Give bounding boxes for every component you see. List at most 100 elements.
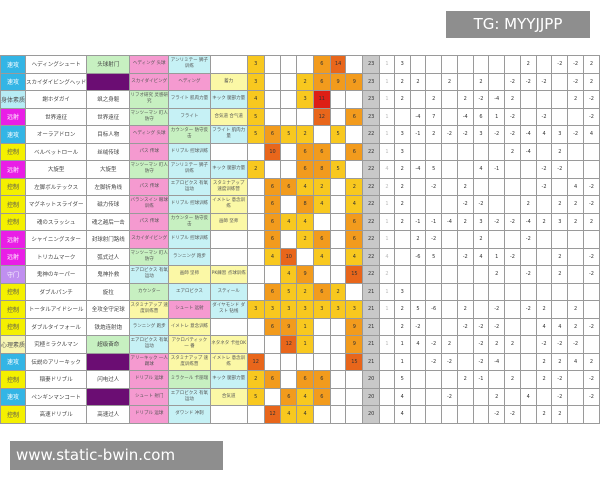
delta-cell[interactable]: -2 xyxy=(535,177,553,196)
delta-cell[interactable] xyxy=(441,55,458,74)
delta-cell[interactable] xyxy=(535,195,553,214)
training-cell[interactable]: ヘディング xyxy=(168,72,211,91)
heat-cell[interactable]: 3 xyxy=(345,300,364,319)
heat-cell[interactable]: 6 xyxy=(312,142,331,161)
heat-cell[interactable] xyxy=(329,195,347,214)
technique-cn-name-cell[interactable]: 旋拉 xyxy=(86,282,131,301)
heat-cell[interactable] xyxy=(312,317,331,336)
technique-cn-name-cell[interactable]: 磁力传球 xyxy=(86,195,131,214)
heat-cell[interactable]: 4 xyxy=(312,195,331,214)
heat-cell[interactable]: 4 xyxy=(296,212,314,231)
heat-cell[interactable] xyxy=(280,370,298,389)
delta-cell[interactable]: -2 xyxy=(472,317,490,336)
training-cell[interactable]: カウンター 防守反击 xyxy=(168,212,211,231)
delta-cell[interactable]: 2 xyxy=(535,370,553,389)
training-cell[interactable]: イメトレ 意念训练 xyxy=(209,195,248,214)
delta-cell[interactable]: 1 xyxy=(488,247,506,266)
delta-cell[interactable]: 2 xyxy=(535,212,553,231)
heat-cell[interactable]: 5 xyxy=(329,160,347,179)
heat-cell[interactable]: 6 xyxy=(312,387,331,406)
heat-cell[interactable]: 2 xyxy=(296,72,314,91)
delta-cell[interactable]: -2 xyxy=(567,125,584,144)
heat-cell[interactable]: 2 xyxy=(312,177,331,196)
delta-cell[interactable] xyxy=(441,282,458,301)
delta-cell[interactable]: 4 xyxy=(393,387,411,406)
heat-cell[interactable]: 3 xyxy=(246,55,265,74)
delta-cell[interactable] xyxy=(456,230,474,249)
delta-cell[interactable] xyxy=(393,230,411,249)
delta-cell[interactable]: -4 xyxy=(519,212,537,231)
delta-cell[interactable]: -2 xyxy=(535,107,553,126)
heat-cell[interactable]: 4 xyxy=(296,405,314,424)
training-cell[interactable]: 画師 坚师 xyxy=(168,265,211,284)
delta-cell[interactable] xyxy=(582,300,600,319)
delta-cell[interactable]: -1 xyxy=(472,370,490,389)
delta-cell[interactable]: -4 xyxy=(488,352,506,371)
total-cell[interactable]: 22 xyxy=(362,195,381,214)
delta-cell[interactable] xyxy=(567,387,584,406)
delta-cell[interactable]: -2 xyxy=(488,405,506,424)
delta-cell[interactable]: -6 xyxy=(425,300,443,319)
delta-cell[interactable]: 4 xyxy=(551,317,569,336)
count-cell[interactable]: 1 xyxy=(379,212,395,231)
category-cell[interactable]: 速攻 xyxy=(0,352,27,371)
delta-cell[interactable] xyxy=(488,55,506,74)
heat-cell[interactable] xyxy=(345,160,364,179)
technique-name-cell[interactable]: 世界遠征 xyxy=(25,107,88,126)
delta-cell[interactable] xyxy=(472,142,490,161)
heat-cell[interactable] xyxy=(263,160,282,179)
heat-cell[interactable] xyxy=(246,282,265,301)
delta-cell[interactable] xyxy=(472,177,490,196)
delta-cell[interactable]: -2 xyxy=(551,160,569,179)
training-cell[interactable] xyxy=(209,405,248,424)
total-cell[interactable]: 22 xyxy=(362,177,381,196)
category-cell[interactable]: 速攻 xyxy=(0,72,27,91)
delta-cell[interactable] xyxy=(409,55,427,74)
heat-cell[interactable]: 3 xyxy=(329,300,347,319)
delta-cell[interactable]: -2 xyxy=(504,125,521,144)
heat-cell[interactable]: 2 xyxy=(296,230,314,249)
category-cell[interactable]: 控制 xyxy=(0,177,27,196)
heat-cell[interactable]: 12 xyxy=(263,405,282,424)
count-cell[interactable] xyxy=(379,352,395,371)
delta-cell[interactable]: -4 xyxy=(409,107,427,126)
delta-cell[interactable] xyxy=(472,282,490,301)
heat-cell[interactable]: 4 xyxy=(263,247,282,266)
delta-cell[interactable] xyxy=(504,387,521,406)
delta-cell[interactable]: -2 xyxy=(519,72,537,91)
training-cell[interactable]: ダイヤモンド ダスト 钻线 xyxy=(209,300,248,319)
heat-cell[interactable] xyxy=(263,387,282,406)
delta-cell[interactable]: -2 xyxy=(535,72,553,91)
heat-cell[interactable]: 6 xyxy=(345,230,364,249)
total-cell[interactable]: 23 xyxy=(362,90,381,109)
heat-cell[interactable] xyxy=(329,177,347,196)
count-cell[interactable] xyxy=(379,370,395,389)
heat-cell[interactable]: 12 xyxy=(312,107,331,126)
delta-cell[interactable]: 2 xyxy=(535,352,553,371)
delta-cell[interactable]: -4 xyxy=(409,160,427,179)
delta-cell[interactable]: 2 xyxy=(425,125,443,144)
count-cell[interactable]: 1 xyxy=(379,230,395,249)
training-cell[interactable]: スティール xyxy=(209,282,248,301)
heat-cell[interactable] xyxy=(329,90,347,109)
total-cell[interactable]: 22 xyxy=(362,230,381,249)
delta-cell[interactable]: 4 xyxy=(393,405,411,424)
training-cell[interactable]: マンツーマン 盯人防守 xyxy=(129,107,170,126)
training-cell[interactable]: マンツーマン 盯人防守 xyxy=(129,247,170,266)
heat-cell[interactable]: 8 xyxy=(312,160,331,179)
delta-cell[interactable]: 3 xyxy=(393,282,411,301)
delta-cell[interactable] xyxy=(519,317,537,336)
delta-cell[interactable]: -2 xyxy=(504,72,521,91)
delta-cell[interactable]: -2 xyxy=(504,212,521,231)
delta-cell[interactable] xyxy=(567,142,584,161)
delta-cell[interactable] xyxy=(488,72,506,91)
delta-cell[interactable] xyxy=(535,247,553,266)
delta-cell[interactable]: -2 xyxy=(488,125,506,144)
heat-cell[interactable] xyxy=(280,55,298,74)
heat-cell[interactable] xyxy=(329,317,347,336)
delta-cell[interactable]: -1 xyxy=(409,125,427,144)
heat-cell[interactable]: 9 xyxy=(345,335,364,354)
training-cell[interactable]: 蓄力 xyxy=(209,72,248,91)
delta-cell[interactable]: 2 xyxy=(582,72,600,91)
category-cell[interactable]: 身体素质 xyxy=(0,90,27,109)
